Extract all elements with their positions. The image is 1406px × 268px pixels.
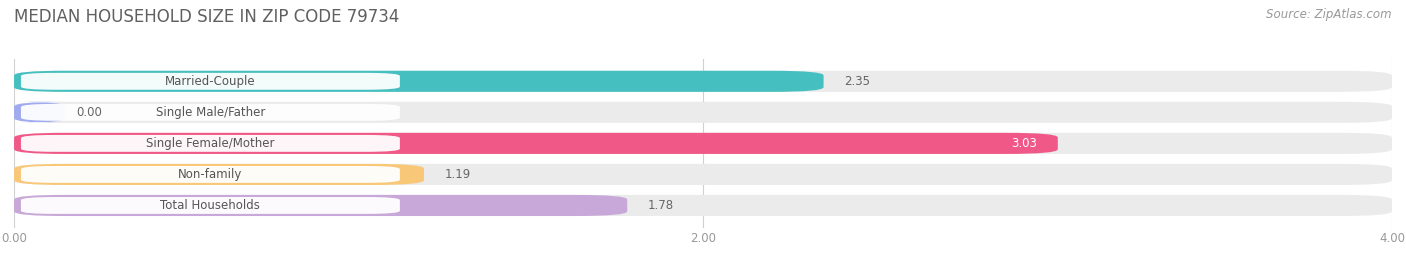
- FancyBboxPatch shape: [14, 102, 1392, 123]
- Text: Non-family: Non-family: [179, 168, 243, 181]
- FancyBboxPatch shape: [21, 73, 399, 90]
- FancyBboxPatch shape: [14, 195, 1392, 216]
- FancyBboxPatch shape: [21, 197, 399, 214]
- Text: 1.78: 1.78: [648, 199, 673, 212]
- Text: 0.00: 0.00: [76, 106, 103, 119]
- Text: MEDIAN HOUSEHOLD SIZE IN ZIP CODE 79734: MEDIAN HOUSEHOLD SIZE IN ZIP CODE 79734: [14, 8, 399, 26]
- Text: Single Female/Mother: Single Female/Mother: [146, 137, 274, 150]
- Text: 1.19: 1.19: [444, 168, 471, 181]
- FancyBboxPatch shape: [14, 71, 824, 92]
- Text: 2.35: 2.35: [844, 75, 870, 88]
- Text: Married-Couple: Married-Couple: [165, 75, 256, 88]
- FancyBboxPatch shape: [14, 71, 1392, 92]
- FancyBboxPatch shape: [14, 164, 425, 185]
- Text: Single Male/Father: Single Male/Father: [156, 106, 266, 119]
- Text: 3.03: 3.03: [1011, 137, 1038, 150]
- FancyBboxPatch shape: [21, 166, 399, 183]
- FancyBboxPatch shape: [21, 104, 399, 121]
- FancyBboxPatch shape: [14, 102, 66, 123]
- Text: Source: ZipAtlas.com: Source: ZipAtlas.com: [1267, 8, 1392, 21]
- FancyBboxPatch shape: [14, 133, 1057, 154]
- FancyBboxPatch shape: [14, 164, 1392, 185]
- FancyBboxPatch shape: [14, 133, 1392, 154]
- Text: Total Households: Total Households: [160, 199, 260, 212]
- FancyBboxPatch shape: [21, 135, 399, 152]
- FancyBboxPatch shape: [14, 195, 627, 216]
